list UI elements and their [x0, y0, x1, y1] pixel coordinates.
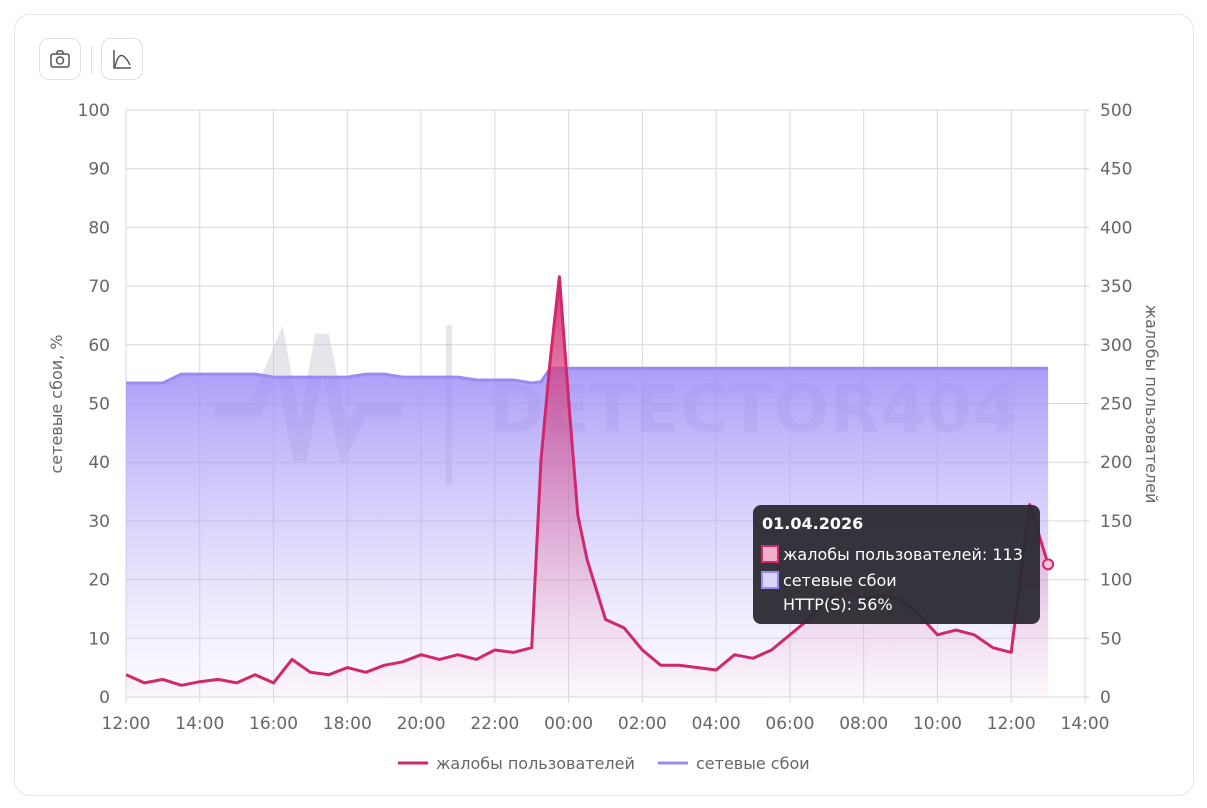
y-tick-label: 50: [88, 395, 110, 415]
tooltip-swatch: [761, 545, 779, 563]
x-tick-label: 14:00: [175, 714, 224, 734]
y-tick-label: 100: [78, 101, 110, 121]
chart-icon: [113, 50, 131, 69]
x-tick-label: 20:00: [397, 714, 446, 734]
tooltip-item: HTTP(S): 56%: [783, 595, 893, 614]
y-axis-title: сетевые сбои, %: [47, 334, 66, 473]
tooltip-item: жалобы пользователей: 113: [783, 545, 1023, 564]
x-tick-label: 08:00: [839, 714, 888, 734]
y2-tick-label: 500: [1100, 101, 1132, 121]
y-tick-label: 90: [88, 160, 110, 180]
y2-tick-label: 250: [1100, 395, 1132, 415]
y2-axis-title: жалобы пользователей: [1142, 305, 1161, 504]
y2-tick-label: 350: [1100, 277, 1132, 297]
x-tick-label: 00:00: [544, 714, 593, 734]
x-tick-label: 16:00: [249, 714, 298, 734]
tooltip-box: [753, 505, 1040, 624]
camera-icon: [50, 50, 70, 68]
x-tick-label: 22:00: [470, 714, 519, 734]
x-tick-label: 12:00: [102, 714, 151, 734]
tooltip: 01.04.2026 жалобы пользователей: 113 сетев…: [753, 505, 1040, 624]
card: [14, 14, 1194, 796]
y2-tick-label: 0: [1100, 688, 1111, 708]
tooltip-date: 01.04.2026: [762, 514, 863, 533]
series-line: [126, 366, 1049, 385]
chart-mode-button[interactable]: [101, 38, 143, 80]
x-tick-label: 14:00: [1061, 714, 1110, 734]
y-tick-label: 40: [88, 453, 110, 473]
y-tick-label: 60: [88, 336, 110, 356]
y-tick-label: 30: [88, 512, 110, 532]
tooltip-swatch: [761, 571, 779, 589]
hover-point: [1042, 558, 1055, 571]
legend-label: сетевые сбои: [696, 754, 810, 773]
y-tick-label: 80: [88, 218, 110, 238]
separator: [91, 46, 92, 74]
y2-tick-label: 150: [1100, 512, 1132, 532]
x-tick-label: 04:00: [692, 714, 741, 734]
legend-label: жалобы пользователей: [436, 754, 635, 773]
y2-tick-label: 50: [1100, 629, 1122, 649]
x-tick-label: 06:00: [765, 714, 814, 734]
x-tick-label: 02:00: [618, 714, 667, 734]
y2-tick-label: 200: [1100, 453, 1132, 473]
x-tick-label: 10:00: [913, 714, 962, 734]
x-tick-label: 12:00: [987, 714, 1036, 734]
y-tick-label: 70: [88, 277, 110, 297]
x-tick-label: 18:00: [323, 714, 372, 734]
y2-tick-label: 450: [1100, 160, 1132, 180]
y2-tick-label: 400: [1100, 218, 1132, 238]
y-tick-label: 10: [88, 629, 110, 649]
y2-tick-label: 300: [1100, 336, 1132, 356]
tooltip-item: сетевые сбои: [783, 571, 897, 590]
y-tick-label: 0: [99, 688, 110, 708]
y-tick-label: 20: [88, 571, 110, 591]
series-area: [126, 276, 1049, 697]
y2-tick-label: 100: [1100, 571, 1132, 591]
screenshot-button[interactable]: [39, 38, 81, 80]
